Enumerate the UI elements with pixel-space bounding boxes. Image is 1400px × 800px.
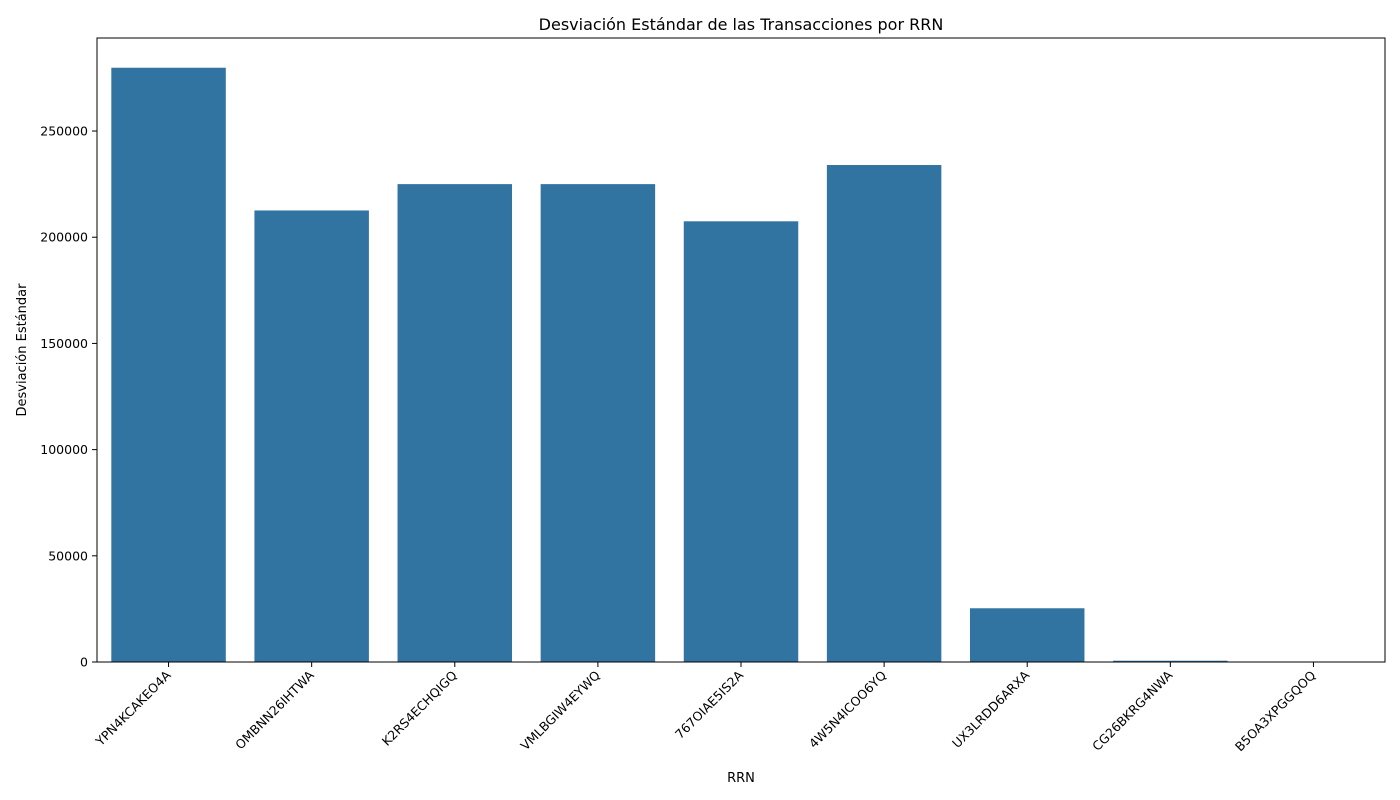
x-axis: YPN4KCAKEO4A OMBNN26IHTWA K2RS4ECHQIGQ VMLB…	[92, 662, 1319, 754]
plot-frame	[96, 37, 1386, 663]
y-tick-label: 200000	[40, 230, 88, 245]
bar-767OIAE5IS2A	[683, 221, 799, 662]
x-tick-label: VMLBGIW4EYWQ	[517, 667, 603, 753]
bar-CG26BKRG4NWA	[1113, 660, 1228, 662]
y-axis-label: Desviación Estándar	[15, 283, 30, 417]
y-tick-label: 0	[80, 655, 88, 670]
y-axis: 0 50000 100000 150000 200000 250000	[40, 124, 97, 670]
y-tick-label: 50000	[48, 548, 88, 563]
chart-title: Desviación Estándar de las Transacciones…	[539, 15, 944, 34]
bar-4W5N4ICOO6YQ	[826, 165, 942, 662]
y-tick-label: 100000	[40, 442, 88, 457]
x-axis-label: RRN	[727, 771, 755, 786]
bar-YPN4KCAKEO4A	[111, 67, 226, 663]
x-tick-label: CG26BKRG4NWA	[1089, 667, 1176, 754]
x-tick-label: 767OIAE5IS2A	[672, 667, 747, 742]
bars-group	[111, 67, 1228, 663]
bar-UX3LRDD6ARXA	[969, 608, 1085, 662]
x-tick-label: K2RS4ECHQIGQ	[379, 667, 460, 748]
bar-VMLBGIW4EYWQ	[540, 184, 656, 662]
x-tick-label: B5OA3XPGGQOQ	[1232, 667, 1319, 754]
y-tick-label: 150000	[40, 336, 88, 351]
x-tick-label: YPN4KCAKEO4A	[92, 667, 174, 749]
x-tick-label: OMBNN26IHTWA	[232, 667, 317, 752]
y-tick-label: 250000	[40, 124, 88, 139]
x-tick-label: 4W5N4ICOO6YQ	[806, 667, 890, 751]
x-tick-label: UX3LRDD6ARXA	[949, 667, 1033, 751]
bar-K2RS4ECHQIGQ	[397, 184, 513, 662]
bar-OMBNN26IHTWA	[254, 210, 369, 662]
